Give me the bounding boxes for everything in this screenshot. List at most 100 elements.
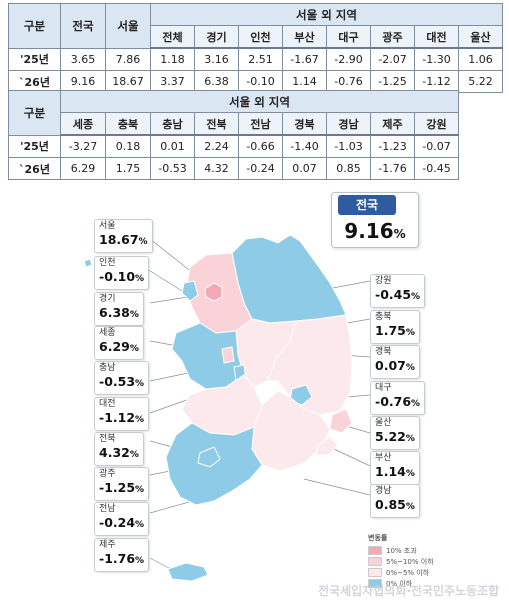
percent-unit: % [135, 379, 145, 389]
cell-value: -1.40 [282, 134, 327, 158]
korea-map [83, 234, 423, 582]
callout-number: 6.38 [99, 305, 130, 320]
header-seoul: 서울 [105, 3, 151, 49]
callout-value: -0.10% [99, 269, 144, 287]
legend-label: 5%~10% 이하 [386, 557, 434, 566]
percent-unit: % [405, 469, 415, 479]
callout-jeonnam: 전남 -0.24% [94, 502, 150, 536]
legend-title: 변동률 [368, 534, 388, 542]
cell-value: 1.75 [105, 157, 151, 180]
percent-unit: % [405, 363, 415, 373]
callout-gangwon: 강원 -0.45% [370, 274, 426, 308]
callout-number: 6.29 [99, 339, 130, 354]
table-row: `26년 9.16 18.67 3.37 6.38 -0.10 1.14 -0.… [8, 70, 503, 93]
legend-item: 10% 초과 [368, 545, 434, 556]
percent-unit: % [411, 292, 421, 302]
table-other-regions: 구분 서울 외 지역 세종 충북 충남 전북 전남 경북 경남 제주 강원 '2… [8, 90, 459, 180]
callout-number: -0.10 [99, 269, 136, 284]
percent-unit: % [129, 344, 139, 354]
callout-chungbuk: 충북 1.75% [370, 310, 420, 344]
percent-unit: % [129, 450, 139, 460]
legend-label: 0%~5% 이하 [386, 568, 430, 577]
callout-number: 5.22 [375, 429, 406, 444]
callout-name: 충북 [375, 312, 392, 322]
callout-name: 제주 [99, 540, 116, 550]
callout-name: 강원 [375, 276, 392, 286]
callout-name: 전북 [99, 434, 116, 444]
callout-number: 1.14 [375, 464, 406, 479]
legend-item: 0% 이하 [368, 578, 434, 589]
table-row: '25년 3.65 7.86 1.18 3.16 2.51 -1.67 -2.9… [8, 47, 503, 71]
provinces [83, 234, 423, 582]
table-main-regions: 구분 전국 서울 서울 외 지역 전체 경기 인천 부산 대구 광주 대전 울산… [8, 3, 503, 93]
percent-unit: % [138, 237, 148, 247]
callout-name: 경남 [375, 486, 392, 496]
callout-daegu: 대구 -0.76% [370, 381, 426, 415]
region-busan [315, 436, 339, 456]
cell-value: -2.90 [326, 47, 371, 71]
region-incheon [181, 280, 199, 302]
callout-name: 부산 [375, 453, 392, 463]
callout-number: 0.85 [375, 497, 406, 512]
cell-value: -0.24 [238, 157, 283, 180]
national-label: 전국 [338, 195, 396, 215]
row-year: `26년 [8, 157, 61, 180]
subheader: 대구 [326, 25, 371, 49]
cell-value: -1.23 [370, 134, 415, 158]
callout-number: 18.67 [99, 232, 139, 247]
header-outside-seoul: 서울 외 지역 [60, 90, 459, 113]
legend-label: 0% 이하 [386, 579, 413, 588]
subheader: 대전 [414, 25, 459, 49]
legend-swatch [368, 579, 382, 588]
callout-gyeongnam: 경남 0.85% [370, 484, 420, 518]
percent-unit: % [135, 556, 145, 566]
header-outside-seoul: 서울 외 지역 [150, 3, 503, 26]
cell-value: -1.12 [414, 70, 459, 93]
percent-unit: % [135, 274, 145, 284]
row-year: '25년 [8, 47, 61, 71]
callout-chungnam: 충남 -0.53% [94, 361, 150, 395]
watermark: 전국세입자협의회·전국민주노동조합 [318, 584, 500, 598]
cell-value: 0.07 [282, 157, 327, 180]
callout-value: 5.22% [375, 429, 415, 447]
callout-value: -0.53% [99, 374, 144, 392]
cell-value: 6.38 [194, 70, 239, 93]
subheader: 충북 [105, 112, 151, 136]
subheader: 광주 [370, 25, 415, 49]
subheader: 충남 [150, 112, 195, 136]
region-jeju [167, 562, 209, 582]
cell-value: 0.01 [150, 134, 195, 158]
cell-value: 0.85 [326, 157, 371, 180]
callout-value: -1.25% [99, 480, 144, 498]
callout-value: -0.45% [375, 287, 420, 305]
callout-number: -0.45 [375, 287, 412, 302]
cell-seoul: 7.86 [105, 47, 151, 71]
callout-name: 대구 [375, 383, 392, 393]
subheader: 세종 [60, 112, 106, 136]
island-baengnyeong [83, 258, 93, 268]
callout-name: 경기 [99, 294, 116, 304]
legend-label: 10% 초과 [386, 546, 417, 555]
callout-gwangju: 광주 -1.25% [94, 467, 150, 501]
callout-daejeon: 대전 -1.12% [94, 397, 150, 431]
row-year: '25년 [8, 134, 61, 158]
callout-number: -0.24 [99, 515, 136, 530]
percent-unit: % [135, 415, 145, 425]
region-sejong [221, 346, 235, 364]
percent-unit: % [405, 434, 415, 444]
callout-name: 전남 [99, 504, 116, 514]
callout-ulsan: 울산 5.22% [370, 416, 420, 450]
callout-name: 인천 [99, 258, 116, 268]
table-row: '25년 -3.27 0.18 0.01 2.24 -0.66 -1.40 -1… [8, 134, 459, 158]
cell-value: -0.53 [150, 157, 195, 180]
cell-value: -1.30 [414, 47, 459, 71]
national-number: 9.16 [344, 219, 394, 243]
callout-value: -1.12% [99, 410, 144, 428]
percent-unit: % [405, 328, 415, 338]
subheader: 제주 [370, 112, 415, 136]
cell-value: -1.76 [370, 157, 415, 180]
callout-number: -1.76 [99, 551, 136, 566]
national-value: 9.16% [332, 219, 418, 243]
callout-number: -0.53 [99, 374, 136, 389]
cell-value: -0.07 [414, 134, 459, 158]
